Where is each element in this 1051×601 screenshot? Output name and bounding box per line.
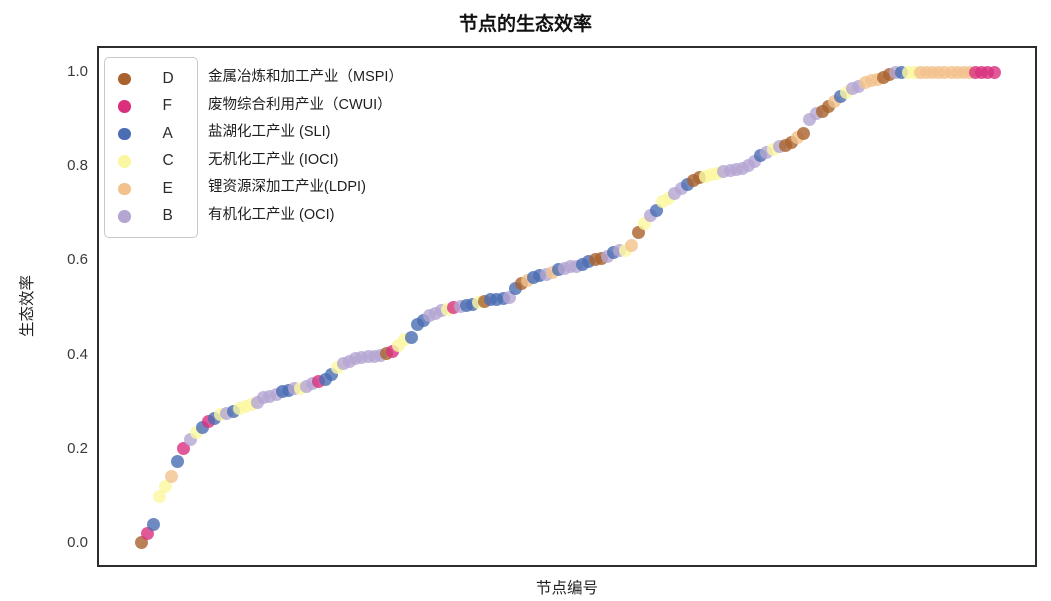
legend-key-D: D bbox=[162, 69, 174, 87]
legend-swatch-icon-B bbox=[118, 210, 131, 223]
legend-swatch-icon-D bbox=[118, 72, 131, 85]
legend-entry-B: B bbox=[105, 203, 197, 231]
legend-entry-C: C bbox=[105, 148, 197, 176]
y-tick-label-0.4: 0.4 bbox=[67, 345, 88, 363]
y-tick-label-0.6: 0.6 bbox=[67, 251, 88, 269]
legend-labels: 金属冶炼和加工产业（MSPI） 废物综合利用产业（CWUI） 盐湖化工产业 (SLI… bbox=[208, 57, 403, 229]
legend-label-C: 无机化工产业 (IOCI) bbox=[208, 151, 339, 168]
legend-key-A: A bbox=[162, 124, 173, 142]
legend-label-A: 盐湖化工产业 (SLI) bbox=[208, 124, 331, 140]
data-point bbox=[625, 239, 639, 253]
data-point bbox=[152, 490, 166, 504]
scatter-points-layer bbox=[99, 48, 1035, 565]
data-point bbox=[165, 469, 179, 483]
data-point bbox=[146, 517, 160, 531]
data-point bbox=[159, 480, 173, 494]
y-tick-label-0.8: 0.8 bbox=[67, 157, 88, 175]
data-point bbox=[171, 455, 185, 469]
legend-label-E: 锂资源深加工产业(LDPI) bbox=[208, 179, 366, 195]
legend-entry-E: E bbox=[105, 175, 197, 203]
legend-swatch-icon-F bbox=[118, 100, 131, 113]
legend-entry-D: D bbox=[105, 65, 197, 93]
legend-swatch-icon-E bbox=[118, 182, 131, 195]
y-tick-label-0.0: 0.0 bbox=[67, 534, 88, 551]
legend-label-F: 废物综合利用产业（CWUI） bbox=[208, 96, 392, 113]
legend-key-B: B bbox=[162, 207, 173, 225]
y-tick-label-0.2: 0.2 bbox=[67, 439, 88, 457]
data-point bbox=[987, 65, 1001, 79]
legend-swatch-icon-A bbox=[118, 127, 131, 140]
legend-key-C: C bbox=[162, 152, 174, 170]
chart-title: 节点的生态效率 bbox=[458, 14, 592, 35]
legend-label-B: 有机化工产业 (OCI) bbox=[208, 206, 335, 223]
x-axis-label: 节点编号 bbox=[535, 580, 598, 597]
legend-key-E: E bbox=[162, 179, 173, 197]
y-axis-label: 生态效率 bbox=[19, 275, 36, 338]
legend-entry-F: F bbox=[105, 93, 197, 121]
legend-label-D: 金属冶炼和加工产业（MSPI） bbox=[208, 69, 403, 85]
legend-key-F: F bbox=[162, 97, 172, 115]
data-point bbox=[797, 126, 811, 140]
legend-entry-A: A bbox=[105, 120, 197, 148]
data-point bbox=[404, 330, 418, 344]
legend-swatch-icon-C bbox=[118, 155, 131, 168]
y-tick-label-1.0: 1.0 bbox=[67, 63, 88, 80]
